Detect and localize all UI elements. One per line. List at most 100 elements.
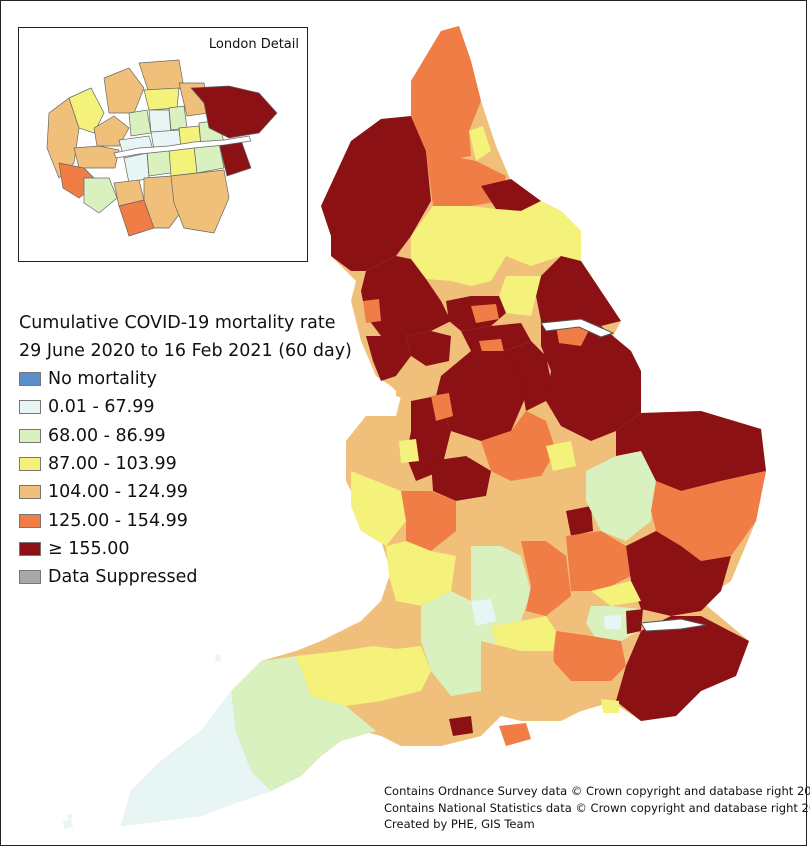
region-stoke: [431, 393, 453, 421]
region-berkshire: [491, 616, 556, 651]
region-worcestershire: [401, 491, 456, 551]
region-isle-of-wight: [499, 723, 531, 746]
region-derbyshire: [436, 351, 526, 441]
legend-swatch: [19, 513, 41, 528]
region-teesside: [481, 179, 541, 211]
legend-swatch: [19, 428, 41, 443]
legend-label: Data Suppressed: [48, 567, 198, 588]
region-swindon: [471, 599, 496, 626]
region-cornwall: [121, 691, 271, 826]
region-norfolk: [616, 411, 766, 491]
region-north-yorkshire: [411, 201, 581, 286]
credits: Contains Ordnance Survey data © Crown co…: [384, 783, 810, 833]
region-lancashire: [361, 256, 451, 336]
region-west-midlands: [431, 456, 491, 501]
region-brighton: [601, 699, 619, 713]
region-surrey: [553, 631, 626, 681]
legend-title-line1: Cumulative COVID-19 mortality rate: [19, 313, 336, 333]
london-river-thames: [113, 135, 252, 159]
legend-swatch: [19, 485, 41, 500]
region-york: [499, 276, 541, 316]
humber-estuary: [540, 318, 615, 338]
region-nottinghamshire: [506, 341, 551, 411]
legend-label: 104.00 - 124.99: [48, 482, 188, 503]
region-greater-manchester: [406, 331, 451, 366]
region-poole: [449, 716, 473, 736]
region-ne-lincolnshire: [556, 326, 591, 346]
inset-title: London Detail: [208, 37, 299, 52]
london-borough-haringey: [143, 87, 180, 111]
region-leeds: [471, 304, 499, 323]
region-tyne-area: [469, 126, 491, 161]
legend-label: 125.00 - 154.99: [48, 510, 188, 531]
region-shropshire: [346, 416, 411, 481]
region-essex: [626, 531, 731, 616]
region-cumbria: [321, 116, 431, 271]
region-blackpool: [363, 299, 381, 323]
region-devon: [231, 656, 376, 791]
legend-swatch: [19, 400, 41, 415]
legend-item-band-2: 68.00 - 86.99: [19, 422, 359, 450]
region-merseyside: [366, 336, 411, 381]
london-borough-ealing: [73, 145, 120, 169]
legend-swatch: [19, 570, 41, 585]
london-inset: London Detail: [18, 27, 308, 262]
region-london-centre: [604, 615, 621, 629]
london-borough-harrow: [68, 87, 105, 134]
region-northumberland: [411, 26, 481, 161]
legend-swatch: [19, 372, 41, 387]
region-lincolnshire: [541, 321, 641, 441]
legend-label: ≥ 155.00: [48, 538, 130, 559]
region-milton-keynes: [566, 506, 593, 536]
legend-label: 87.00 - 103.99: [48, 454, 177, 475]
region-gloucestershire: [386, 541, 456, 606]
legend-swatch: [19, 541, 41, 556]
legend-label: 68.00 - 86.99: [48, 425, 166, 446]
thames-estuary: [640, 618, 707, 632]
region-east-yorkshire: [536, 256, 621, 326]
legend-title-line2: 29 June 2020 to 16 Feb 2021 (60 day): [19, 341, 352, 361]
london-borough-richmond: [83, 177, 118, 214]
london-borough-camden: [128, 109, 152, 137]
london-borough-hackney: [168, 105, 188, 131]
region-suffolk: [651, 471, 766, 561]
legend-item-band-6: ≥ 155.00: [19, 535, 359, 563]
legend-label: 0.01 - 67.99: [48, 397, 155, 418]
region-scilly-islet: [67, 814, 73, 819]
legend-item-band-3: 87.00 - 103.99: [19, 450, 359, 478]
region-herefordshire: [351, 471, 406, 546]
region-cambridgeshire: [586, 451, 656, 541]
london-borough-bromley: [170, 169, 230, 234]
legend-item-band-1: 0.01 - 67.99: [19, 393, 359, 421]
region-bedfordshire: [566, 531, 631, 591]
region-bristol-area: [371, 601, 421, 649]
london-borough-brent: [93, 115, 130, 147]
credit-ordnance-survey: Contains Ordnance Survey data © Crown co…: [384, 784, 810, 798]
region-south-yorkshire: [461, 323, 531, 351]
region-telford: [399, 439, 419, 463]
legend-swatch: [19, 457, 41, 472]
legend-item-band-5: 125.00 - 154.99: [19, 506, 359, 534]
region-isles-of-scilly: [63, 819, 73, 829]
legend: Cumulative COVID-19 mortality rate 29 Ju…: [19, 309, 359, 591]
legend-item-data-suppressed: Data Suppressed: [19, 563, 359, 591]
credit-created-by: Created by PHE, GIS Team: [384, 817, 535, 831]
region-somerset: [296, 646, 431, 706]
region-hampshire: [471, 641, 556, 716]
region-cheshire: [396, 356, 441, 401]
credit-national-statistics: Contains National Statistics data © Crow…: [384, 800, 810, 815]
legend-label: No mortality: [48, 369, 157, 390]
region-london-east: [626, 609, 643, 634]
london-borough-barnet: [103, 67, 145, 114]
region-hertfordshire: [591, 581, 641, 606]
region-northamptonshire: [511, 471, 586, 541]
legend-item-no-mortality: No mortality: [19, 365, 359, 393]
region-kent: [616, 616, 749, 721]
london-borough-islington: [148, 109, 172, 134]
region-lundy: [215, 654, 221, 662]
region-west-sussex: [541, 681, 616, 716]
region-rutland: [546, 441, 576, 471]
london-inset-map: [46, 59, 278, 237]
